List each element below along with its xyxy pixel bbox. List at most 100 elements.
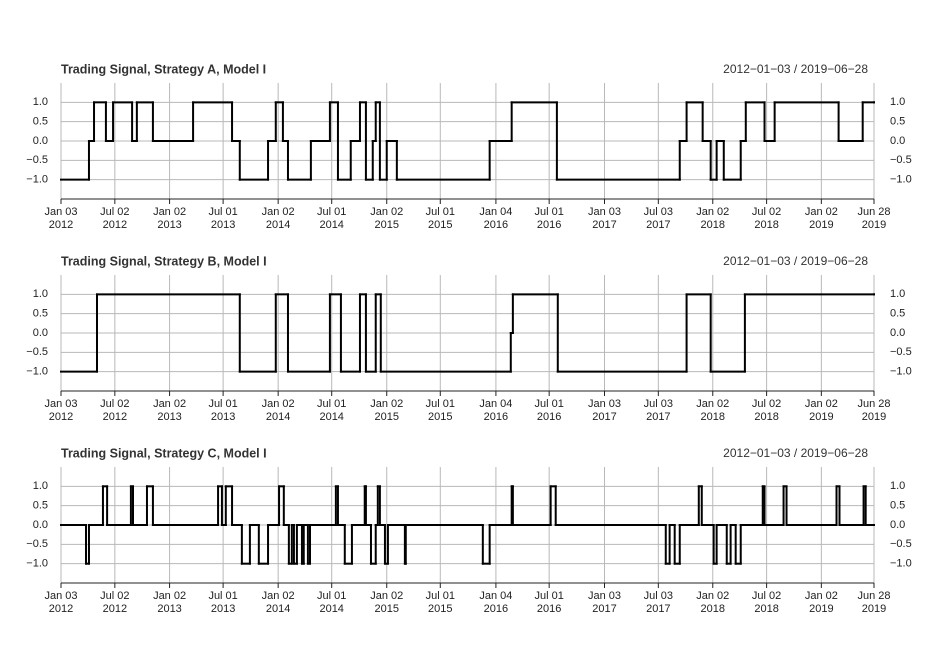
x-tick-label: 2019 [862, 603, 886, 615]
x-tick-label: Jul 01 [426, 206, 455, 218]
x-tick-label: 2015 [374, 219, 398, 231]
x-tick-label: 2012 [49, 219, 73, 231]
y-tick-label: 0.5 [33, 116, 48, 128]
x-tick-label: 2013 [211, 411, 235, 423]
y-tick-label: −0.5 [26, 538, 48, 550]
x-tick-label: 2017 [592, 603, 616, 615]
y-tick-label-right: −1.0 [890, 174, 912, 186]
x-tick-label: Jul 03 [644, 590, 673, 602]
panel-title: Trading Signal, Strategy A, Model I [61, 62, 266, 76]
y-tick-label-right: 0.0 [890, 519, 905, 531]
x-tick-label: 2013 [157, 603, 181, 615]
x-tick-label: Jun 28 [857, 590, 890, 602]
x-tick-label: Jul 01 [317, 206, 346, 218]
x-tick-label: Jul 02 [100, 398, 129, 410]
panel-range: 2012−01−03 / 2019−06−28 [723, 254, 868, 268]
x-tick-label: 2014 [266, 603, 290, 615]
y-tick-label-right: 1.0 [890, 288, 905, 300]
x-tick-label: Jul 01 [426, 398, 455, 410]
x-tick-label: Jan 02 [153, 590, 186, 602]
x-tick-label: Jan 02 [370, 590, 403, 602]
x-tick-label: Jan 02 [370, 206, 403, 218]
x-tick-label: 2019 [809, 219, 833, 231]
x-tick-label: Jul 02 [100, 590, 129, 602]
y-tick-label: 0.0 [33, 327, 48, 339]
x-tick-label: Jan 03 [588, 398, 621, 410]
x-tick-label: Jan 02 [262, 398, 295, 410]
x-tick-label: Jul 02 [752, 398, 781, 410]
y-tick-label: 0.5 [33, 308, 48, 320]
x-tick-label: 2016 [537, 219, 561, 231]
x-tick-label: 2018 [701, 219, 725, 231]
y-tick-label-right: −0.5 [890, 154, 912, 166]
panel-title: Trading Signal, Strategy B, Model I [61, 254, 267, 268]
x-tick-label: 2018 [701, 411, 725, 423]
y-tick-label: 0.5 [33, 500, 48, 512]
x-tick-label: 2014 [266, 411, 290, 423]
x-tick-label: Jan 04 [479, 206, 512, 218]
x-tick-label: 2014 [319, 603, 343, 615]
x-tick-label: Jan 02 [805, 398, 838, 410]
x-tick-label: 2013 [157, 219, 181, 231]
x-tick-label: 2017 [592, 411, 616, 423]
x-tick-label: Jun 28 [857, 398, 890, 410]
x-tick-label: 2018 [754, 219, 778, 231]
x-tick-label: 2015 [428, 411, 452, 423]
x-tick-label: 2012 [49, 411, 73, 423]
x-tick-label: Jun 28 [857, 206, 890, 218]
x-tick-label: 2019 [862, 219, 886, 231]
panel-range: 2012−01−03 / 2019−06−28 [723, 446, 868, 460]
x-tick-label: 2016 [484, 603, 508, 615]
x-tick-label: 2019 [809, 411, 833, 423]
panel-range: 2012−01−03 / 2019−06−28 [723, 62, 868, 76]
x-tick-label: 2017 [646, 219, 670, 231]
x-tick-label: Jan 02 [153, 206, 186, 218]
x-tick-label: 2015 [428, 219, 452, 231]
x-tick-label: Jul 01 [208, 590, 237, 602]
x-tick-label: Jan 02 [262, 206, 295, 218]
x-tick-label: Jul 01 [208, 398, 237, 410]
x-tick-label: Jul 02 [752, 206, 781, 218]
y-tick-label-right: −1.0 [890, 558, 912, 570]
x-tick-label: 2016 [484, 219, 508, 231]
y-tick-label-right: 0.0 [890, 135, 905, 147]
x-tick-label: 2012 [103, 219, 127, 231]
x-tick-label: 2014 [319, 219, 343, 231]
y-tick-label: −1.0 [26, 558, 48, 570]
y-tick-label-right: 1.0 [890, 480, 905, 492]
x-tick-label: 2014 [266, 219, 290, 231]
x-tick-label: 2013 [157, 411, 181, 423]
x-tick-label: 2012 [103, 603, 127, 615]
y-tick-label-right: −1.0 [890, 366, 912, 378]
x-tick-label: Jan 02 [153, 398, 186, 410]
x-tick-label: Jan 03 [44, 590, 77, 602]
x-tick-label: Jan 02 [805, 590, 838, 602]
x-tick-label: 2018 [701, 603, 725, 615]
x-tick-label: Jul 03 [644, 398, 673, 410]
y-tick-label: −0.5 [26, 154, 48, 166]
x-tick-label: Jan 02 [696, 398, 729, 410]
x-tick-label: Jul 02 [752, 590, 781, 602]
x-tick-label: 2015 [428, 603, 452, 615]
x-tick-label: 2014 [319, 411, 343, 423]
x-tick-label: Jul 01 [317, 590, 346, 602]
y-tick-label-right: 0.5 [890, 308, 905, 320]
x-tick-label: Jan 03 [588, 590, 621, 602]
x-tick-label: Jan 03 [44, 398, 77, 410]
y-tick-label: −0.5 [26, 346, 48, 358]
x-tick-label: 2013 [211, 219, 235, 231]
x-tick-label: Jan 02 [370, 398, 403, 410]
x-tick-label: Jul 01 [208, 206, 237, 218]
x-tick-label: 2019 [862, 411, 886, 423]
x-tick-label: 2015 [374, 411, 398, 423]
y-tick-label-right: 0.5 [890, 500, 905, 512]
x-tick-label: Jul 01 [317, 398, 346, 410]
x-tick-label: Jul 03 [644, 206, 673, 218]
x-tick-label: Jan 04 [479, 398, 512, 410]
x-tick-label: 2012 [103, 411, 127, 423]
x-tick-label: 2012 [49, 603, 73, 615]
y-tick-label: −1.0 [26, 174, 48, 186]
y-tick-label-right: 0.0 [890, 327, 905, 339]
y-tick-label: 1.0 [33, 480, 48, 492]
